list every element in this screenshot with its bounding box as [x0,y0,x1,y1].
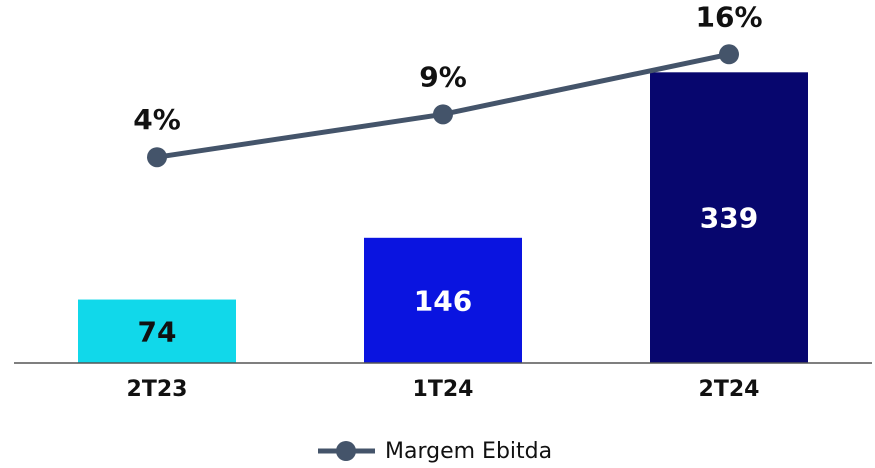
legend-label: Margem Ebitda [385,439,552,464]
x-tick-label: 2T23 [127,377,188,402]
line-marker [719,44,739,65]
line-value-label: 9% [419,60,467,93]
bar [364,237,522,363]
bar-value-label: 74 [138,315,177,348]
line-marker [147,147,167,168]
x-tick-label: 2T24 [699,377,760,402]
x-tick-label: 1T24 [413,377,474,402]
bar-value-label: 146 [414,284,472,317]
line-marker [433,104,453,125]
bar [650,72,808,364]
legend-marker [336,441,356,461]
line-value-label: 4% [133,103,181,136]
bar-value-label: 339 [700,202,758,235]
bar [78,299,236,363]
line-value-label: 16% [695,0,762,33]
